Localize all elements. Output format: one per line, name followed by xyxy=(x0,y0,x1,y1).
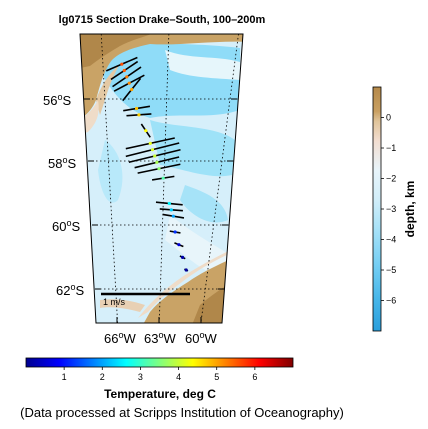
svg-text:62oS: 62oS xyxy=(56,282,84,298)
lat-label: 56oS xyxy=(43,92,71,108)
track-point xyxy=(150,148,155,152)
svg-text:58oS: 58oS xyxy=(48,155,76,171)
temperature-colorbar: 1 2 3 4 5 6 Temperature, deg C xyxy=(25,357,294,401)
track-point xyxy=(169,208,173,212)
depth-tick-label: −1 xyxy=(386,143,396,153)
temperature-colorbar-ticks: 1 2 3 4 5 6 xyxy=(62,367,257,382)
deep-water-region xyxy=(150,120,235,177)
svg-text:60oS: 60oS xyxy=(52,218,80,234)
temperature-tick-label: 2 xyxy=(100,372,105,382)
track-point xyxy=(173,230,177,234)
track-point xyxy=(177,243,181,247)
scale-arrow-label: 1 m/s xyxy=(103,297,126,307)
depth-tick-label: −2 xyxy=(386,174,396,184)
land-south-america xyxy=(80,34,160,70)
temperature-tick-label: 3 xyxy=(138,372,143,382)
track-point xyxy=(122,68,126,73)
track-point xyxy=(137,113,141,117)
temperature-tick-label: 1 xyxy=(62,372,67,382)
map-frame xyxy=(79,33,244,324)
lon-label: 66oW xyxy=(104,330,136,346)
track-point xyxy=(161,176,165,180)
land-south-america xyxy=(80,34,243,125)
depth-colorbar: 0 −1 −2 −3 −4 −5 −6 depth, km xyxy=(372,86,417,332)
track-point xyxy=(130,87,134,92)
deep-water-region xyxy=(180,185,228,223)
temperature-tick-label: 5 xyxy=(214,372,219,382)
shelf-region xyxy=(165,50,240,80)
lat-label: 62oS xyxy=(56,282,84,298)
temperature-colorbar-label: Temperature, deg C xyxy=(104,387,216,401)
shelf-region xyxy=(165,215,230,280)
depth-tick-label: 0 xyxy=(386,113,391,123)
track-point xyxy=(153,154,157,158)
track-point xyxy=(184,268,188,272)
lon-label: 60oW xyxy=(185,330,217,346)
depth-tick-label: −4 xyxy=(386,235,396,245)
track-point xyxy=(171,214,175,218)
depth-tick-label: −5 xyxy=(386,265,396,275)
track-point xyxy=(127,81,131,85)
temperature-tick-label: 6 xyxy=(252,372,257,382)
depth-colorbar-ticks: 0 −1 −2 −3 −4 −5 −6 xyxy=(381,113,396,306)
track-point xyxy=(144,129,148,133)
depth-colorbar-label: depth, km xyxy=(403,181,417,238)
deep-water-region xyxy=(98,140,123,203)
svg-text:66oW: 66oW xyxy=(104,330,136,346)
track-point xyxy=(155,160,159,164)
svg-text:56oS: 56oS xyxy=(43,92,71,108)
depth-tick-label: −6 xyxy=(386,296,396,306)
map-ticks xyxy=(84,98,237,323)
credit-line: (Data processed at Scripps Institution o… xyxy=(20,405,344,420)
track-point xyxy=(157,167,161,171)
track-point xyxy=(125,75,129,79)
shallow-shelf xyxy=(96,64,120,115)
lat-label: 58oS xyxy=(48,155,76,171)
lat-label: 60oS xyxy=(52,218,80,234)
map-grid xyxy=(80,34,243,323)
lon-label: 63oW xyxy=(144,330,176,346)
map-panel: 1 m/s xyxy=(80,34,243,323)
track-point xyxy=(120,62,124,66)
current-vectors xyxy=(105,56,189,272)
depth-tick-label: −3 xyxy=(386,204,396,214)
track-point xyxy=(148,141,152,145)
track-point xyxy=(180,255,185,259)
track-point xyxy=(134,106,139,111)
track-point xyxy=(167,201,171,206)
temperature-tick-label: 4 xyxy=(176,372,181,382)
chart-title: lg0715 Section Drake–South, 100–200m xyxy=(59,14,266,26)
svg-text:60oW: 60oW xyxy=(185,330,217,346)
shallow-shelf xyxy=(100,299,145,312)
svg-text:63oW: 63oW xyxy=(144,330,176,346)
